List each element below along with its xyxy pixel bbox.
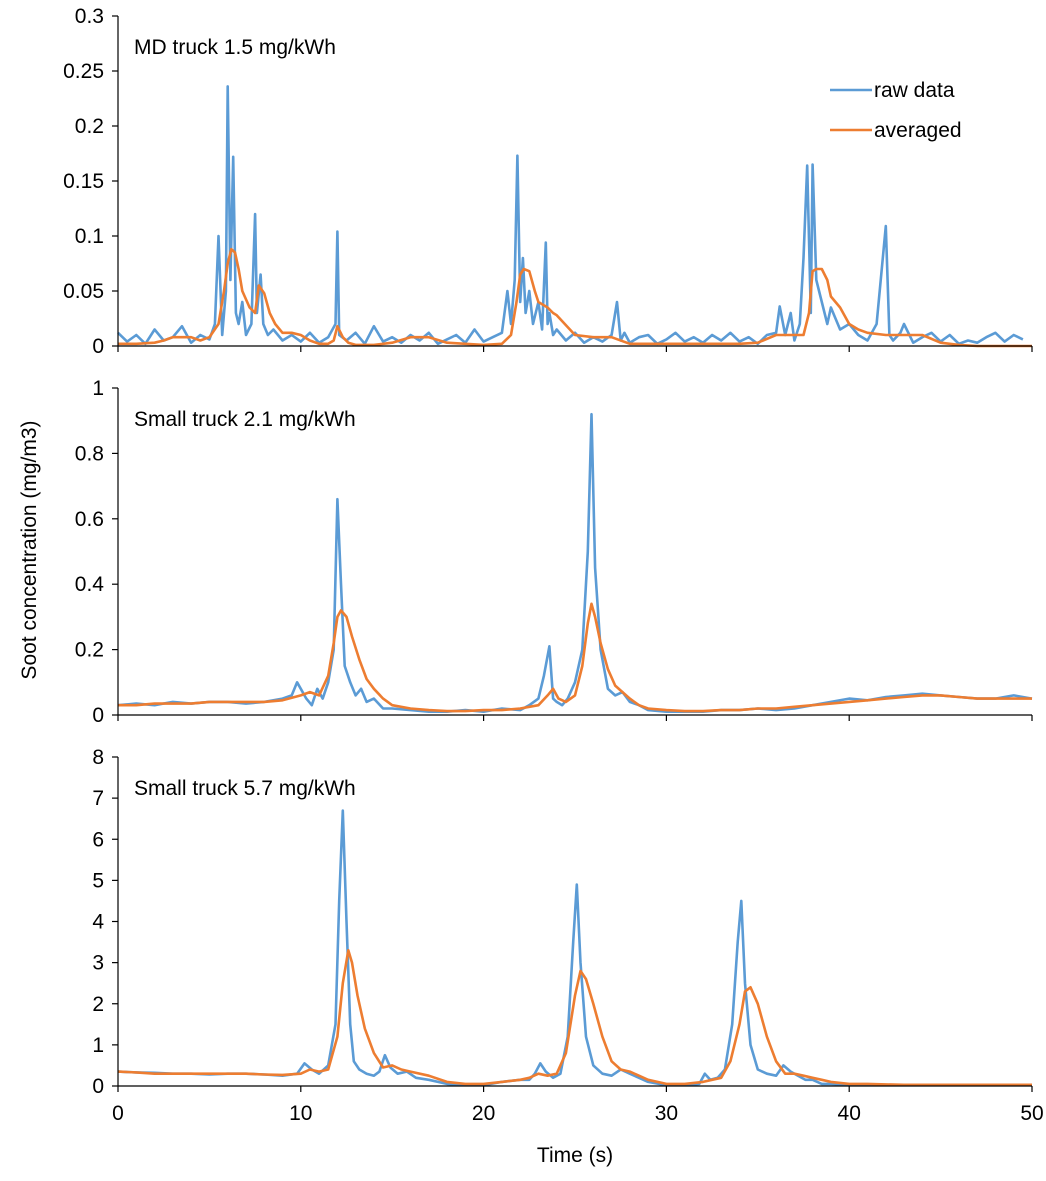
series-line-raw — [117, 809, 1033, 1087]
x-tick-label: 10 — [289, 1102, 312, 1125]
y-tick-label: 0.2 — [75, 115, 104, 138]
series-line-averaged — [118, 247, 1032, 348]
y-tick-label: 0.4 — [75, 573, 105, 596]
y-tick-label: 0.15 — [63, 170, 104, 193]
y-tick-label: 1 — [92, 377, 104, 400]
y-tick-label: 3 — [92, 952, 104, 975]
x-tick-label: 30 — [655, 1102, 678, 1125]
y-tick-label: 8 — [92, 746, 104, 769]
series-line-raw — [117, 85, 1024, 346]
x-tick-label: 40 — [838, 1102, 861, 1125]
y-tick-label: 0 — [92, 704, 104, 727]
y-tick-label: 5 — [92, 869, 104, 892]
legend-label-raw: raw data — [874, 79, 955, 102]
y-axis-title: Soot concentration (mg/m3) — [18, 420, 41, 679]
panel-title: Small truck 5.7 mg/kWh — [134, 777, 356, 800]
y-tick-label: 0.25 — [63, 60, 104, 83]
y-tick-label: 0.1 — [75, 225, 104, 248]
y-tick-label: 0.05 — [63, 280, 104, 303]
panel-3: 0 1 2 3 4 5 6 7 8 0 10 20 30 40 50 Small truck 5.7 mg/k… — [92, 746, 1043, 1125]
series-line-averaged — [118, 602, 1032, 713]
x-tick-label: 50 — [1020, 1102, 1043, 1125]
series-line-averaged — [117, 949, 1032, 1087]
x-axis-title: Time (s) — [537, 1144, 613, 1167]
y-tick-label: 1 — [92, 1034, 104, 1057]
y-tick-label: 0.6 — [75, 508, 104, 531]
y-tick-label: 0.3 — [75, 5, 104, 28]
y-tick-label: 4 — [92, 911, 104, 934]
panel-1: 0 0.05 0.1 0.15 0.2 0.25 0.3 MD truck 1.5 mg/kW… — [63, 5, 1033, 358]
y-tick-label: 0 — [92, 1075, 104, 1098]
legend-label-averaged: averaged — [874, 119, 962, 142]
y-tick-label: 0.8 — [75, 442, 104, 465]
panel-2: 0 0.2 0.4 0.6 0.8 1 Small truck 2.1 mg/kWh — [75, 377, 1033, 727]
y-tick-label: 0 — [92, 335, 104, 358]
x-tick-label: 0 — [112, 1102, 124, 1125]
x-tick-label: 20 — [472, 1102, 495, 1125]
panel-title: Small truck 2.1 mg/kWh — [134, 408, 356, 431]
y-tick-label: 2 — [92, 993, 104, 1016]
legend: raw data averaged — [830, 79, 962, 142]
y-tick-label: 0.2 — [75, 639, 104, 662]
panel-title: MD truck 1.5 mg/kWh — [134, 36, 336, 59]
y-tick-label: 6 — [92, 828, 104, 851]
chart-panels: 00.050.10.150.20.250.3MD truck 1.5 mg/kW… — [63, 5, 1044, 1125]
y-tick-label: 7 — [92, 787, 104, 810]
series-line-raw — [117, 412, 1033, 713]
